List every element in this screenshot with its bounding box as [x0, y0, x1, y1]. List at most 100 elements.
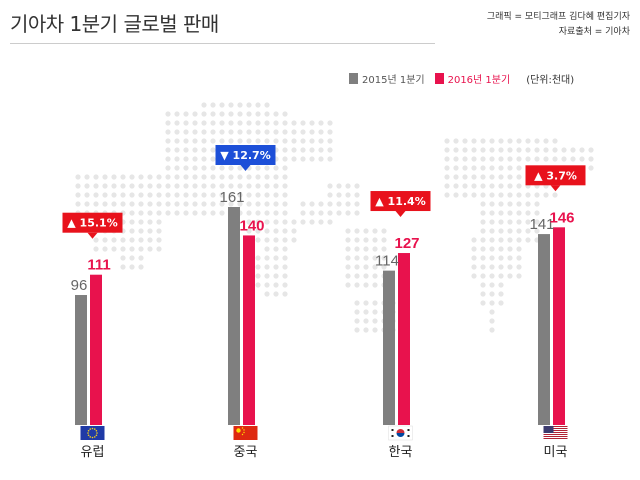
map-dot: [480, 165, 486, 171]
title-divider: [10, 43, 435, 44]
map-dot: [165, 192, 171, 198]
map-dot: [183, 120, 189, 126]
change-badge-pointer: [550, 185, 561, 192]
map-dot: [372, 255, 378, 261]
map-dot: [273, 120, 279, 126]
map-dot: [228, 165, 234, 171]
map-dot: [354, 201, 360, 207]
map-dot: [210, 210, 216, 216]
map-dot: [525, 138, 531, 144]
map-dot: [237, 138, 243, 144]
map-dot: [174, 201, 180, 207]
map-dot: [498, 183, 504, 189]
map-dot: [507, 156, 513, 162]
map-dot: [516, 264, 522, 270]
map-dot: [525, 237, 531, 243]
map-dot: [480, 228, 486, 234]
map-dot: [120, 255, 126, 261]
map-dot: [75, 174, 81, 180]
map-dot: [192, 111, 198, 117]
map-dot: [300, 129, 306, 135]
map-dot: [156, 237, 162, 243]
map-dot: [444, 192, 450, 198]
map-dot: [498, 174, 504, 180]
map-dot: [129, 255, 135, 261]
map-dot: [363, 318, 369, 324]
change-badge-box: [370, 191, 431, 212]
map-dot: [138, 219, 144, 225]
map-dot: [255, 102, 261, 108]
map-dot: [516, 192, 522, 198]
map-dot: [75, 201, 81, 207]
credit-block: 그래픽 = 모티그래프 김다혜 편집기자 자료출처 = 기아차: [487, 10, 630, 40]
map-dot: [282, 156, 288, 162]
map-dot: [444, 156, 450, 162]
map-dot: [309, 156, 315, 162]
map-dot: [147, 219, 153, 225]
map-dot: [264, 282, 270, 288]
map-dot: [444, 165, 450, 171]
map-dot: [111, 183, 117, 189]
map-dot: [588, 165, 594, 171]
map-dot: [255, 129, 261, 135]
map-dot: [174, 120, 180, 126]
map-dot: [489, 327, 495, 333]
bar-2016-2: [398, 253, 410, 425]
map-dot: [534, 201, 540, 207]
map-dot: [264, 291, 270, 297]
map-dot: [363, 300, 369, 306]
map-dot: [516, 174, 522, 180]
map-dot: [498, 237, 504, 243]
map-dot: [489, 201, 495, 207]
map-dot: [507, 192, 513, 198]
map-dot: [183, 138, 189, 144]
map-dot: [273, 291, 279, 297]
map-dot: [507, 174, 513, 180]
map-dot: [318, 156, 324, 162]
map-dot: [363, 327, 369, 333]
map-dot: [201, 129, 207, 135]
map-dot: [165, 183, 171, 189]
map-dot: [219, 129, 225, 135]
map-dot: [453, 156, 459, 162]
map-dot: [192, 174, 198, 180]
map-dot: [291, 147, 297, 153]
map-dot: [75, 183, 81, 189]
map-dot: [156, 228, 162, 234]
map-dot: [507, 210, 513, 216]
map-dot: [282, 219, 288, 225]
map-dot: [552, 138, 558, 144]
map-dot: [156, 192, 162, 198]
map-dot: [246, 183, 252, 189]
map-dot: [381, 246, 387, 252]
map-dot: [507, 183, 513, 189]
map-dot: [282, 291, 288, 297]
map-dot: [345, 192, 351, 198]
map-dot: [507, 246, 513, 252]
map-dot: [363, 237, 369, 243]
map-dot: [273, 219, 279, 225]
map-dot: [147, 237, 153, 243]
map-dot: [372, 327, 378, 333]
map-dot: [255, 165, 261, 171]
map-dot: [282, 138, 288, 144]
map-dot: [210, 201, 216, 207]
change-badge-box: [525, 165, 586, 186]
change-badge-label: ▲ 15.1%: [67, 217, 117, 230]
bar-2015-2: [383, 270, 395, 425]
bar-2015-3: [538, 234, 550, 425]
map-dot: [273, 201, 279, 207]
map-dot: [471, 246, 477, 252]
credit-graphic: 그래픽 = 모티그래프 김다혜 편집기자: [486, 12, 630, 22]
map-dot: [552, 147, 558, 153]
map-dot: [192, 120, 198, 126]
change-badge-box: [62, 212, 123, 233]
map-dot: [471, 255, 477, 261]
map-dot: [174, 138, 180, 144]
map-dot: [273, 282, 279, 288]
map-dot: [534, 210, 540, 216]
map-dot: [309, 219, 315, 225]
map-dot: [552, 156, 558, 162]
map-dot: [147, 201, 153, 207]
map-dot: [183, 192, 189, 198]
